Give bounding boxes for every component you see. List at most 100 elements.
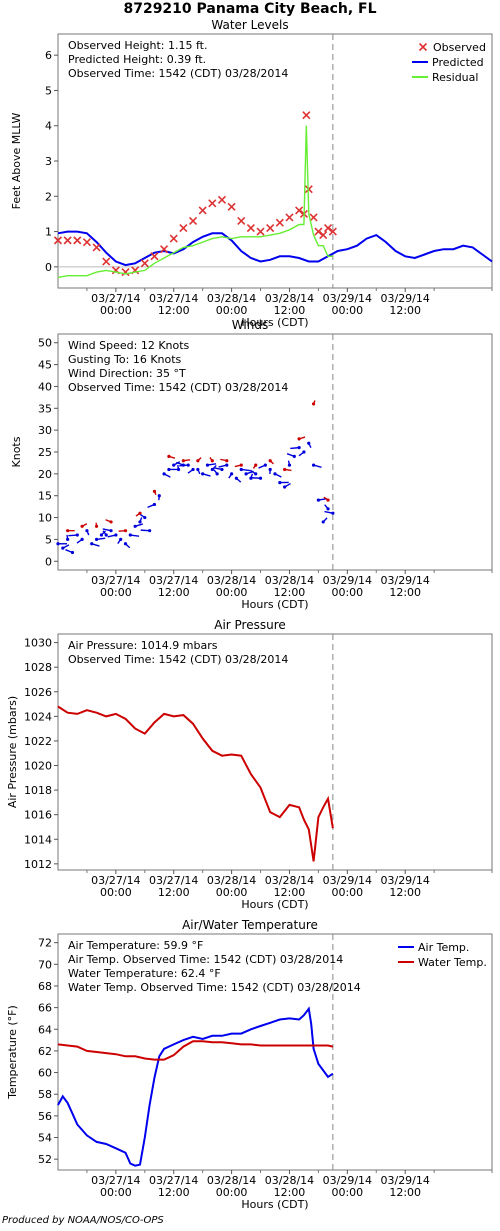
wind-point-marker: [273, 472, 277, 476]
wind-point-marker: [311, 463, 316, 467]
y-tick-label: 1022: [24, 735, 52, 748]
legend-marker: [418, 42, 428, 52]
wind-point-marker: [109, 520, 113, 524]
wind-point-marker: [268, 459, 272, 463]
observed-point: [314, 227, 323, 236]
wind-point-marker: [316, 498, 320, 502]
series-line: [57, 125, 333, 279]
y-tick-label: 35: [38, 402, 52, 415]
x-tick-time: 12:00: [389, 586, 421, 599]
legend-label: Water Temp.: [418, 956, 487, 969]
wind-point-marker: [210, 467, 214, 472]
series-0: [56, 441, 335, 555]
y-tick-label: 0: [45, 555, 52, 568]
observed-point: [237, 216, 246, 226]
wind-point-marker: [225, 463, 229, 467]
x-tick-time: 12:00: [389, 1186, 421, 1199]
y-tick-label: 3: [45, 155, 52, 168]
x-tick-date: 03/29/14: [380, 874, 429, 887]
x-tick-time: 00:00: [216, 886, 248, 899]
y-tick-label: 40: [38, 380, 52, 393]
observed-point: [256, 227, 265, 236]
x-tick-date: 03/29/14: [323, 574, 372, 587]
observed-point: [309, 213, 318, 222]
x-tick-time: 00:00: [331, 886, 363, 899]
wind-point-marker: [162, 472, 166, 476]
x-tick-time: 00:00: [216, 586, 248, 599]
series-water-temp-: [57, 1040, 334, 1061]
series-line: [57, 1006, 334, 1167]
x-tick-time: 00:00: [216, 304, 248, 317]
observed-point: [208, 199, 217, 208]
x-tick-date: 03/28/14: [265, 1174, 314, 1187]
wind-point-marker: [326, 507, 330, 511]
wind-point-marker: [220, 467, 224, 472]
wind-point-marker: [297, 437, 301, 441]
wind-point-marker: [94, 524, 99, 528]
wind-point-marker: [244, 472, 248, 476]
x-tick-time: 12:00: [274, 304, 306, 317]
y-axis-label: Air Pressure (mbars): [6, 696, 19, 808]
wind-point-marker: [176, 467, 181, 472]
info-line: Observed Time: 1542 (CDT) 03/28/2014: [68, 653, 288, 666]
observed-point: [121, 268, 130, 277]
wind-point-marker: [167, 454, 171, 458]
wind-point-marker: [196, 459, 200, 463]
series-line: [57, 705, 334, 862]
observed-point: [323, 223, 333, 233]
x-tick-date: 03/28/14: [265, 874, 314, 887]
x-tick-date: 03/27/14: [149, 292, 198, 305]
observed-point: [63, 236, 72, 245]
info-line: Observed Time: 1542 (CDT) 03/28/2014: [68, 381, 288, 394]
wind-point-marker: [254, 472, 258, 476]
info-line: Wind Direction: 35 °T: [68, 367, 186, 380]
wind-point-marker: [104, 533, 108, 537]
info-line: Water Temperature: 62.4 °F: [68, 967, 221, 980]
y-tick-label: 4: [45, 120, 52, 133]
observed-point: [328, 227, 337, 236]
x-tick-date: 03/28/14: [265, 574, 314, 587]
wind-point-marker: [99, 533, 103, 537]
y-tick-label: 1012: [24, 858, 52, 871]
info-line: Observed Time: 1542 (CDT) 03/28/2014: [68, 67, 288, 80]
y-tick-label: 62: [38, 1045, 52, 1058]
wind-point-marker: [143, 515, 147, 520]
observed-point: [302, 111, 311, 120]
x-tick-date: 03/29/14: [323, 292, 372, 305]
wind-point-marker: [254, 463, 258, 467]
x-tick-date: 03/29/14: [380, 1174, 429, 1187]
y-axis-label: Knots: [10, 436, 23, 467]
wind-point-marker: [210, 459, 214, 463]
observed-point: [92, 243, 101, 252]
observed-point: [53, 236, 63, 245]
x-tick-date: 03/27/14: [149, 874, 198, 887]
wind-point-marker: [128, 533, 132, 537]
wind-point-marker: [157, 494, 161, 498]
x-tick-date: 03/27/14: [91, 874, 140, 887]
wind-point-marker: [230, 472, 234, 476]
wind-point-marker: [167, 467, 171, 472]
wind-point-marker: [331, 511, 335, 515]
x-tick-time: 00:00: [331, 304, 363, 317]
observed-point: [188, 216, 198, 226]
y-tick-label: 1: [45, 226, 52, 239]
y-tick-label: 68: [38, 980, 52, 993]
wind-point-marker: [283, 485, 287, 489]
wind-point-marker: [148, 529, 152, 533]
observed-point: [150, 252, 159, 261]
observed-point: [198, 206, 207, 215]
y-tick-label: 60: [38, 1067, 52, 1080]
x-tick-time: 12:00: [389, 886, 421, 899]
chart-title-air-pressure: Air Pressure: [214, 618, 286, 632]
wind-point-marker: [258, 476, 263, 480]
y-tick-label: 1016: [24, 809, 52, 822]
y-tick-label: 64: [38, 1023, 52, 1036]
info-line: Air Temperature: 59.9 °F: [68, 939, 203, 952]
wind-point-marker: [283, 467, 287, 472]
y-tick-label: 52: [38, 1153, 52, 1166]
wind-point-marker: [191, 467, 195, 472]
footer-credit: Produced by NOAA/NOS/CO-OPS: [2, 1215, 164, 1226]
x-tick-date: 03/29/14: [323, 1174, 372, 1187]
